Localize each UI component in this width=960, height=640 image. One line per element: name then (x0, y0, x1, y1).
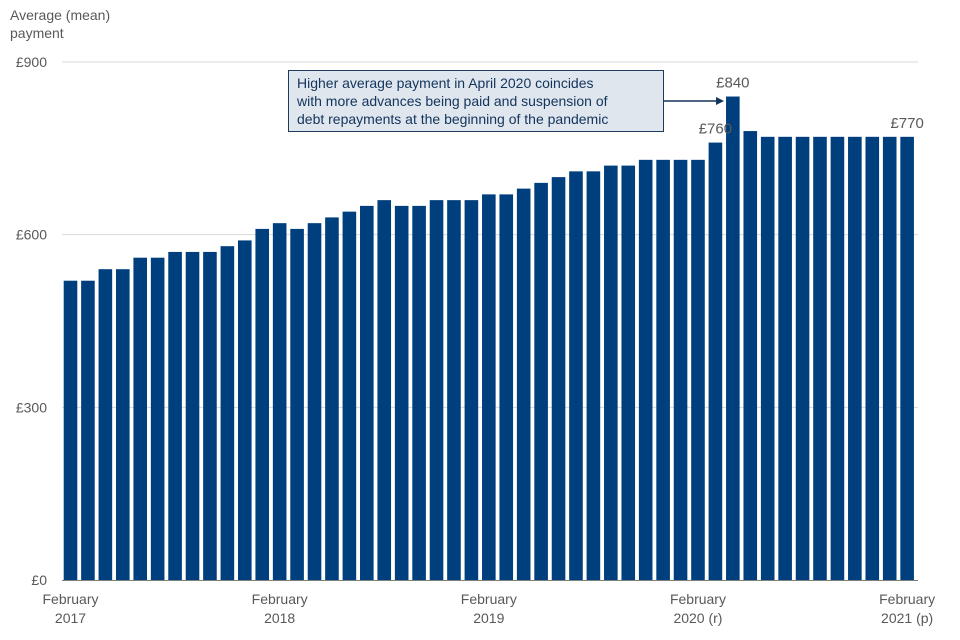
bar (882, 136, 897, 581)
bar (586, 171, 601, 580)
bar (290, 228, 304, 580)
bar (447, 200, 461, 580)
bar (743, 131, 758, 581)
bar (569, 171, 583, 580)
bar (307, 223, 322, 580)
bar (220, 246, 235, 580)
x-tick-label: February (461, 591, 517, 607)
x-tick-label: February (252, 591, 308, 607)
data-label: £760 (699, 121, 732, 138)
bar (238, 240, 252, 580)
annotation-line-3: debt repayments at the beginning of the … (297, 111, 609, 127)
x-tick-label: 2019 (473, 610, 504, 626)
bar (429, 200, 444, 580)
y-tick-label: £600 (16, 227, 47, 243)
y-axis-title-line-1: Average (mean) (10, 7, 111, 23)
annotation-arrow-head (716, 97, 725, 105)
bar (656, 159, 670, 580)
bar (604, 165, 618, 580)
y-axis-title-line-2: payment (10, 25, 64, 41)
bar (394, 205, 409, 580)
annotation-line-1: Higher average payment in April 2020 coi… (297, 75, 594, 91)
data-label: £840 (716, 75, 749, 92)
bar (482, 194, 496, 580)
bar (464, 200, 479, 580)
bar (412, 205, 426, 580)
bar (691, 159, 705, 580)
bar (255, 228, 270, 580)
bar (778, 136, 792, 581)
x-tick-label: February (42, 591, 98, 607)
bar (360, 205, 374, 580)
x-tick-label: 2020 (r) (673, 610, 722, 626)
bar (499, 194, 514, 580)
bar (342, 211, 357, 580)
bar (325, 217, 339, 580)
x-tick-label: February (670, 591, 726, 607)
annotation-line-2: with more advances being paid and suspen… (297, 93, 608, 109)
x-tick-label: 2018 (264, 610, 295, 626)
bar (534, 182, 548, 580)
annotation-callout: Higher average payment in April 2020 coi… (288, 70, 664, 132)
bar (377, 200, 392, 580)
bar (115, 269, 130, 580)
bar (848, 136, 862, 581)
bar (673, 159, 688, 580)
data-label: £770 (890, 115, 923, 132)
bar (830, 136, 845, 581)
bar (63, 280, 78, 580)
bar (168, 251, 182, 580)
bar (760, 136, 775, 581)
y-tick-label: £0 (31, 572, 47, 588)
bar (813, 136, 827, 581)
bar (133, 257, 148, 580)
bar (551, 177, 566, 580)
x-tick-label: 2017 (55, 610, 86, 626)
bar (865, 136, 880, 581)
bar (726, 96, 740, 581)
bar (708, 142, 723, 581)
bar (621, 165, 636, 580)
y-tick-label: £300 (16, 399, 47, 415)
bar (185, 251, 200, 580)
x-tick-label: 2021 (p) (881, 610, 933, 626)
bar (272, 223, 287, 580)
bar (150, 257, 165, 580)
bar (81, 280, 95, 580)
bar (203, 251, 217, 580)
bar (516, 188, 531, 580)
bar (98, 269, 113, 580)
bar (638, 159, 653, 580)
bar (795, 136, 810, 581)
bar (900, 136, 914, 581)
x-tick-label: February (879, 591, 935, 607)
y-tick-label: £900 (16, 54, 47, 70)
